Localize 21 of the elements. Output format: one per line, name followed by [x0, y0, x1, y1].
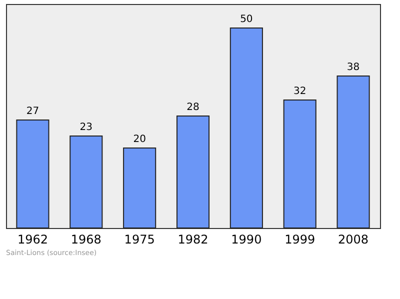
- x-tick-label: 1968: [70, 232, 102, 246]
- data-label: 27: [26, 106, 40, 117]
- x-tick-label: 1999: [284, 232, 316, 246]
- bar: [230, 28, 263, 228]
- x-tick-label: 1962: [17, 232, 48, 246]
- data-label: 28: [186, 102, 200, 113]
- bar: [70, 136, 103, 228]
- data-label: 38: [346, 62, 360, 73]
- x-tick-label: 1990: [231, 232, 262, 246]
- data-label: 20: [133, 134, 146, 145]
- x-tick-label: 1982: [178, 232, 208, 246]
- bar: [123, 148, 156, 228]
- data-label: 50: [240, 14, 253, 25]
- data-label: 23: [80, 122, 93, 133]
- bar: [283, 100, 316, 228]
- bar: [336, 76, 370, 228]
- x-tick-label: 1975: [124, 232, 155, 246]
- data-label: 32: [293, 86, 306, 97]
- x-tick-label: 2008: [338, 232, 369, 246]
- bar: [176, 116, 210, 228]
- bar: [16, 120, 50, 228]
